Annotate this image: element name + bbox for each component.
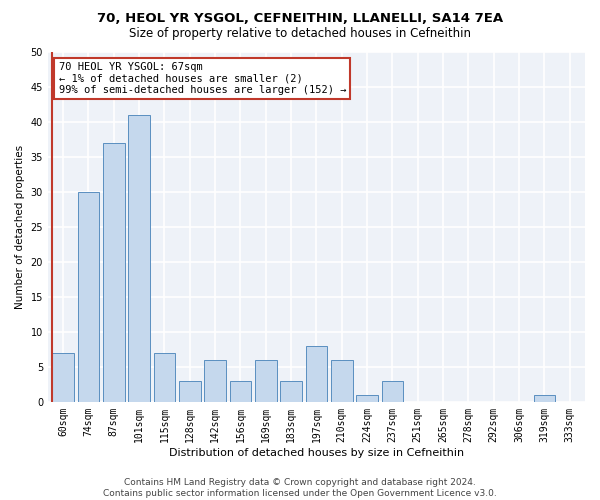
Bar bbox=[77, 192, 99, 402]
Bar bbox=[128, 114, 150, 402]
Bar bbox=[154, 353, 175, 402]
Bar bbox=[305, 346, 327, 402]
Bar bbox=[280, 381, 302, 402]
Bar bbox=[331, 360, 353, 402]
Bar bbox=[179, 381, 200, 402]
Bar bbox=[382, 381, 403, 402]
Bar bbox=[533, 395, 555, 402]
Text: 70 HEOL YR YSGOL: 67sqm
← 1% of detached houses are smaller (2)
99% of semi-deta: 70 HEOL YR YSGOL: 67sqm ← 1% of detached… bbox=[59, 62, 346, 95]
Bar bbox=[205, 360, 226, 402]
Text: 70, HEOL YR YSGOL, CEFNEITHIN, LLANELLI, SA14 7EA: 70, HEOL YR YSGOL, CEFNEITHIN, LLANELLI,… bbox=[97, 12, 503, 26]
Bar bbox=[356, 395, 378, 402]
Text: Contains HM Land Registry data © Crown copyright and database right 2024.
Contai: Contains HM Land Registry data © Crown c… bbox=[103, 478, 497, 498]
Y-axis label: Number of detached properties: Number of detached properties bbox=[15, 144, 25, 308]
X-axis label: Distribution of detached houses by size in Cefneithin: Distribution of detached houses by size … bbox=[169, 448, 464, 458]
Bar bbox=[255, 360, 277, 402]
Bar bbox=[103, 142, 125, 402]
Text: Size of property relative to detached houses in Cefneithin: Size of property relative to detached ho… bbox=[129, 28, 471, 40]
Bar bbox=[52, 353, 74, 402]
Bar bbox=[230, 381, 251, 402]
